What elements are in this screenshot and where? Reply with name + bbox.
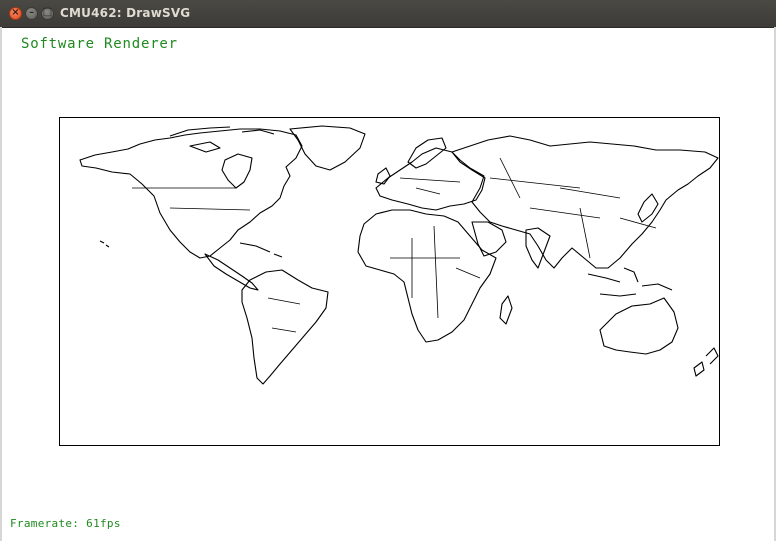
australia-outline bbox=[599, 297, 679, 355]
scandinavia-outline bbox=[407, 137, 447, 169]
greenland-outline bbox=[289, 125, 366, 171]
caribbean-outline bbox=[239, 242, 283, 258]
window-titlebar[interactable]: × – □ CMU462: DrawSVG bbox=[0, 0, 776, 28]
south-america-outline bbox=[241, 269, 329, 385]
hawaii-outline bbox=[99, 240, 110, 248]
renderer-label: Software Renderer bbox=[21, 36, 178, 52]
window-title: CMU462: DrawSVG bbox=[60, 6, 191, 20]
india-outline bbox=[525, 227, 551, 269]
europe-outline bbox=[375, 147, 486, 211]
maximize-button[interactable]: □ bbox=[41, 7, 54, 20]
minimize-button[interactable]: – bbox=[25, 7, 38, 20]
minimize-icon: – bbox=[29, 7, 34, 18]
uk-outline bbox=[375, 167, 391, 185]
madagascar-outline bbox=[499, 295, 513, 325]
arctic-islands-outline bbox=[169, 126, 275, 153]
maximize-icon: □ bbox=[42, 7, 53, 18]
svg-canvas[interactable] bbox=[59, 117, 720, 446]
framerate-readout: Framerate: 61fps bbox=[10, 517, 121, 530]
new-zealand-outline bbox=[693, 347, 719, 377]
southeast-asia-islands-outline bbox=[587, 267, 673, 297]
africa-outline bbox=[357, 209, 497, 343]
north-america-outline bbox=[79, 128, 303, 259]
arabia-outline bbox=[471, 221, 507, 257]
asia-outline bbox=[451, 135, 719, 269]
window-frame-right bbox=[774, 27, 776, 541]
hudson-bay-outline bbox=[221, 153, 253, 189]
central-america-outline bbox=[204, 253, 259, 291]
close-button[interactable]: × bbox=[9, 7, 22, 20]
world-map bbox=[79, 125, 719, 385]
country-borders bbox=[132, 157, 657, 333]
japan-outline bbox=[637, 193, 659, 223]
window-frame-left bbox=[0, 27, 2, 541]
close-icon: × bbox=[11, 7, 20, 18]
